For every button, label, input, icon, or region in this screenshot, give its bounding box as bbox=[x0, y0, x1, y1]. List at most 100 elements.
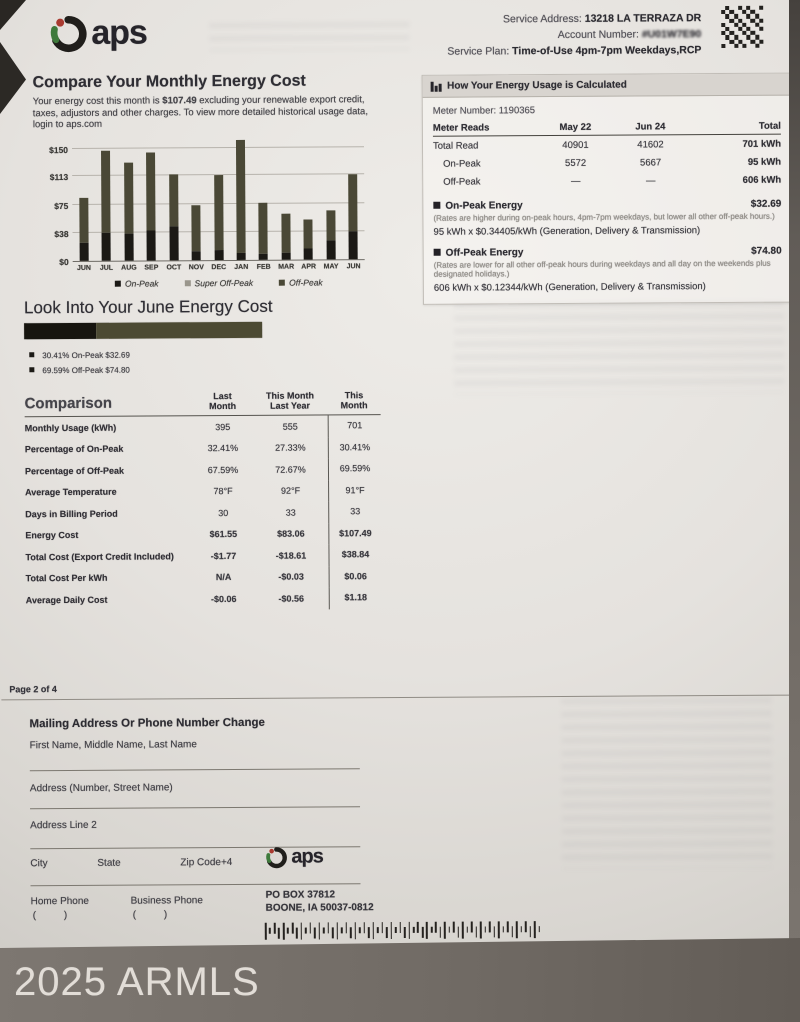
bar-segment-on-peak bbox=[348, 230, 359, 260]
comparison-row: Energy Cost $61.55 $83.06 $107.49 bbox=[25, 522, 382, 547]
bar-segment-on-peak bbox=[124, 233, 134, 261]
usage-panel: How Your Energy Usage is Calculated Mete… bbox=[421, 72, 793, 305]
meter-read-may: 40901 bbox=[562, 139, 589, 151]
meter-read-row: Off-Peak — — 606 kWh bbox=[433, 171, 781, 191]
comparison-value: -$1.77 bbox=[210, 550, 237, 561]
comparison-row-label: Days in Billing Period bbox=[25, 508, 118, 520]
bar-segment-off-peak bbox=[303, 219, 314, 249]
y-tick-label: $0 bbox=[59, 256, 69, 268]
off-peak-energy-block: Off-Peak Energy $74.80 (Rates are lower … bbox=[433, 245, 782, 294]
meter-read-row: Total Read 40901 41602 701 kWh bbox=[433, 135, 781, 155]
comparison-col-this-month: This Month bbox=[340, 390, 368, 411]
account-number-label: Account Number: bbox=[557, 28, 639, 42]
comparison-row: Monthly Usage (kWh) 395 555 701 bbox=[25, 415, 381, 439]
meter-number-value: 1190365 bbox=[498, 105, 536, 117]
legend-swatch-icon bbox=[29, 352, 35, 358]
comparison-row: Percentage of Off-Peak 67.59% 72.67% 69.59% bbox=[24, 458, 382, 482]
legend-swatch-icon bbox=[114, 280, 122, 287]
comparison-value: 701 bbox=[327, 415, 381, 437]
comparison-value: 395 bbox=[215, 421, 231, 432]
bill-content: aps Service Address: 13218 LA TERRAZA DR… bbox=[1, 5, 794, 940]
armls-watermark: 2025 ARMLS bbox=[14, 960, 260, 1004]
meter-read-total: 701 kWh bbox=[742, 138, 782, 150]
compare-body-pre: Your energy cost this month is bbox=[32, 95, 163, 108]
meter-col-may: May 22 bbox=[559, 121, 592, 133]
monthly-chart-legend: On-Peak Super Off-Peak Off-Peak bbox=[73, 277, 365, 289]
stacked-bar bbox=[168, 174, 179, 261]
account-header-block: Service Address: 13218 LA TERRAZA DR Acc… bbox=[447, 10, 701, 60]
off-peak-swatch-icon bbox=[433, 248, 441, 256]
comparison-value: $107.49 bbox=[328, 522, 382, 545]
legend-swatch-icon bbox=[184, 280, 191, 287]
y-tick-label: $38 bbox=[54, 228, 69, 239]
bar-column bbox=[297, 139, 320, 260]
comparison-value: 30 bbox=[218, 507, 229, 518]
address-field-caption: Address (Number, Street Name) bbox=[29, 782, 173, 795]
meter-read-jun: 41602 bbox=[637, 138, 664, 151]
comparison-table: Comparison Last Month This Month Last Ye… bbox=[24, 390, 382, 611]
bar-segment-on-peak bbox=[259, 253, 269, 260]
comparison-value: 78°F bbox=[213, 486, 233, 497]
bar-column bbox=[117, 141, 140, 261]
bar-column bbox=[139, 140, 162, 261]
x-tick-label: FEB bbox=[256, 263, 271, 271]
bar-column bbox=[342, 139, 365, 260]
meter-read-jun: — bbox=[645, 174, 656, 186]
form-title: Mailing Address Or Phone Number Change bbox=[29, 716, 265, 731]
service-plan-value: Time-of-Use 4pm-7pm Weekdays,RCP bbox=[512, 44, 702, 58]
aps-wordmark: aps bbox=[291, 845, 323, 868]
bar-segment-on-peak bbox=[236, 252, 246, 260]
bar-column bbox=[94, 141, 117, 261]
aps-wordmark: aps bbox=[91, 13, 148, 52]
stacked-bar bbox=[123, 162, 134, 261]
comparison-row-label: Monthly Usage (kWh) bbox=[24, 422, 117, 434]
bar-segment-off-peak bbox=[235, 139, 246, 253]
account-number-line: Account Number: #U01W7E90 bbox=[447, 26, 702, 44]
bar-segment-off-peak bbox=[146, 152, 156, 231]
service-address-value: 13218 LA TERRAZA DR bbox=[584, 12, 702, 25]
service-address-label: Service Address: bbox=[502, 12, 582, 26]
monthly-cost-chart: $150 $113 $75 $38 $0 JUN JUL AUG SEP OCT NOV DEC JA… bbox=[36, 133, 371, 289]
comparison-row-label: Percentage of Off-Peak bbox=[24, 465, 125, 477]
comparison-row-label: Total Cost Per kWh bbox=[25, 573, 108, 584]
address-field-line bbox=[30, 806, 361, 810]
service-plan-label: Service Plan: bbox=[447, 45, 510, 58]
x-tick-label: NOV bbox=[188, 264, 204, 272]
aps-footer-logo: aps bbox=[265, 845, 323, 868]
comparison-value: N/A bbox=[215, 572, 232, 583]
y-tick-label: $113 bbox=[49, 172, 69, 183]
account-number-value: #U01W7E90 bbox=[641, 28, 702, 41]
bar-column bbox=[184, 140, 207, 261]
comparison-row-label: Average Temperature bbox=[25, 486, 117, 498]
business-phone-caption: Business Phone bbox=[130, 895, 203, 907]
bar-segment-on-peak bbox=[146, 230, 156, 261]
bar-chart-icon bbox=[430, 81, 442, 92]
comparison-value: -$18.61 bbox=[275, 550, 307, 561]
x-tick-label: JUN bbox=[346, 263, 361, 271]
meter-number-label: Meter Number: bbox=[432, 105, 497, 117]
state-field-caption: State bbox=[97, 857, 121, 869]
bar-segment-off-peak bbox=[101, 150, 111, 233]
bar-segment-off-peak bbox=[348, 174, 358, 231]
qr-code-icon bbox=[721, 5, 764, 49]
y-tick-label: $150 bbox=[49, 144, 69, 155]
bar-column bbox=[274, 140, 297, 260]
comparison-row-label: Energy Cost bbox=[25, 530, 79, 541]
comparison-row: Total Cost Per kWh N/A -$0.03 $0.06 bbox=[25, 565, 382, 590]
on-peak-calc: 95 kWh x $0.34405/kWh (Generation, Deliv… bbox=[433, 224, 701, 238]
page-indicator: Page 2 of 4 bbox=[9, 684, 57, 695]
x-tick-label: MAY bbox=[323, 263, 339, 271]
stacked-bar bbox=[191, 205, 201, 261]
meter-read-jun: 5667 bbox=[639, 156, 662, 169]
bar-segment-on-peak bbox=[101, 232, 111, 261]
x-tick-label: MAR bbox=[278, 263, 295, 271]
off-peak-calc: 606 kWh x $0.12344/kWh (Generation, Deli… bbox=[433, 280, 706, 294]
meter-read-label: On-Peak bbox=[443, 157, 481, 170]
comparison-value: 69.59% bbox=[327, 458, 382, 480]
comparison-row: Total Cost (Export Credit Included) -$1.7… bbox=[25, 544, 382, 568]
service-plan-line: Service Plan: Time-of-Use 4pm-7pm Weekda… bbox=[447, 42, 701, 60]
bar-segment-off-peak bbox=[281, 213, 291, 253]
aps-swirl-icon bbox=[50, 15, 87, 52]
off-peak-amount: $74.80 bbox=[751, 245, 782, 257]
comparison-value: $38.84 bbox=[328, 544, 382, 566]
